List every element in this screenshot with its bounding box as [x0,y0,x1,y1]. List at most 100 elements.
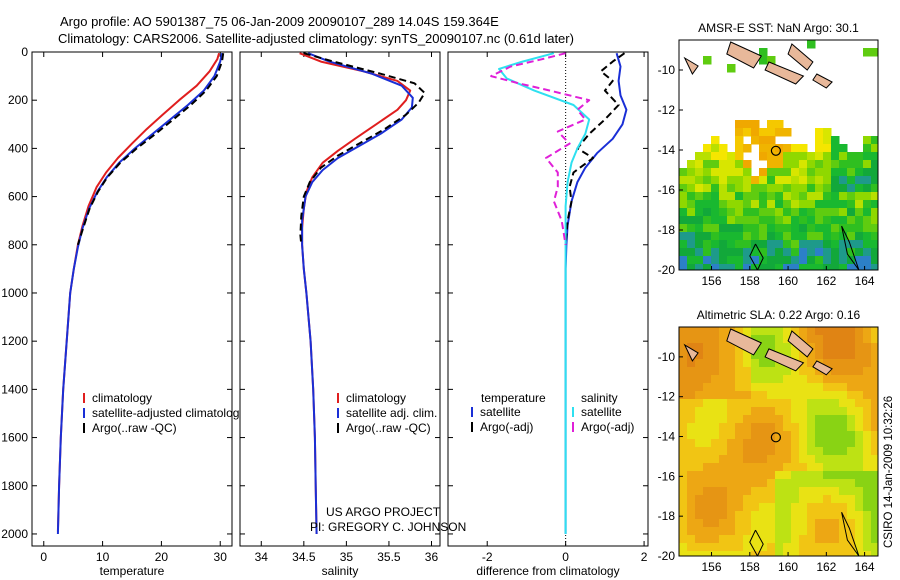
y-tick-label: -10 [658,63,676,77]
x-axis-label: difference from climatology [476,564,619,578]
x-tick-label: 35.5 [377,550,401,564]
legend-label: satellite adj. clim. [346,406,437,420]
x-tick-label: -2 [482,550,493,564]
x-tick-label: 35 [340,550,354,564]
x-tick-label: 0 [562,550,569,564]
series-line-salinity-satellite [498,52,591,534]
x-axis-label: salinity [322,564,359,578]
reef-contour [841,511,860,556]
amsr-e-sst-map: 156 158 160 162 164 -10 -12 -14 -16 -18 -20 AMSR-E … [658,21,879,288]
x-tick-label: 10 [96,550,110,564]
reef-contour [841,225,860,270]
island [812,360,833,376]
x-tick-label: 162 [816,274,836,288]
y-tick-label: 800 [8,238,28,252]
sst-field [679,40,878,270]
island [812,73,833,89]
figure-title-line2: Climatology: CARS2006. Satellite-adjuste… [58,31,574,46]
y-tick-label: -20 [658,549,676,563]
island [683,56,699,75]
legend-label: climatology [92,391,152,405]
x-tick-label: 160 [778,274,798,288]
plot-frame [31,51,233,547]
legend-label: climatology [346,391,406,405]
y-tick-label: -14 [658,143,676,157]
x-axis-label: temperature [100,564,165,578]
y-tick-label: 1800 [1,479,28,493]
series-line-temperature-argo-adj- [564,52,626,245]
figure-title-line1: Argo profile: AO 5901387_75 06-Jan-2009 … [60,14,499,29]
x-tick-label: 164 [855,274,875,288]
y-tick-label: -16 [658,183,676,197]
series-line-salinity-argo-adj- [490,52,591,245]
salinity-profile: 34 34.5 35 35.5 36 salinity climatologysatelli… [239,51,441,578]
legend-title: salinity [581,391,618,405]
island [726,41,763,69]
map-title: AMSR-E SST: NaN Argo: 30.1 [698,21,859,35]
x-tick-label: 160 [778,560,798,574]
x-tick-label: 164 [855,560,875,574]
y-tick-label: -12 [658,390,676,404]
reef-contour [749,529,764,556]
x-tick-label: 162 [816,560,836,574]
timestamp-label: CSIRO 14-Jan-2009 10:32:26 [883,395,895,548]
altimetric-sla-map: 156 158 160 162 164 -10 -12 -14 -16 -18 -20 Altimet… [658,308,879,574]
island [787,330,814,358]
series-line-argo-raw-qc- [299,52,426,245]
y-tick-label: 600 [8,190,28,204]
x-tick-label: 156 [702,560,722,574]
island [764,348,805,372]
plot-frame [447,51,649,547]
y-tick-label: -10 [658,350,676,364]
argo-float-marker [770,432,781,443]
legend-label: Argo(-adj) [581,420,634,434]
legend-label: Argo(..raw -QC) [346,421,431,435]
x-tick-label: 34.5 [292,550,316,564]
x-tick-label: 36 [425,550,439,564]
y-tick-label: -14 [658,430,676,444]
y-tick-label: -12 [658,103,676,117]
x-tick-label: 20 [155,550,169,564]
legend-label: satellite-adjusted climatology [92,406,245,420]
credit-line-2: PI: GREGORY C. JOHNSON [310,520,466,534]
difference-profile: -2 0 2 difference from climatology temperatu… [447,51,649,578]
island [683,343,699,362]
island [726,328,763,356]
y-tick-label: 400 [8,141,28,155]
island [787,43,814,71]
sla-field [679,327,878,556]
y-tick-label: -20 [658,263,676,277]
reef-contour [749,243,764,270]
series-line-satellite-adj-clim- [301,52,414,535]
x-tick-label: 34 [255,550,269,564]
legend-label: satellite [581,405,622,419]
map-title: Altimetric SLA: 0.22 Argo: 0.16 [697,308,861,322]
x-tick-label: 158 [740,274,760,288]
y-tick-label: 1400 [1,382,28,396]
plot-frame [239,51,441,547]
series-line-argo-raw-qc- [76,53,225,246]
x-tick-label: 2 [641,550,648,564]
map-frame [678,326,879,557]
legend-label: satellite [480,405,521,419]
argo-float-marker [770,145,781,156]
legend-label: Argo(..raw -QC) [92,421,177,435]
y-tick-label: -18 [658,223,676,237]
temperature-profile: 0 10 20 30 0 200 400 600 800 1000 1200 1400 1600 1800… [1,45,245,578]
map-frame [678,39,879,271]
legend-label: Argo(-adj) [480,420,533,434]
x-tick-label: 30 [214,550,228,564]
y-tick-label: 200 [8,93,28,107]
y-tick-label: 1600 [1,431,28,445]
y-tick-label: 1000 [1,286,28,300]
y-tick-label: 1200 [1,334,28,348]
y-tick-label: -18 [658,509,676,523]
credit-line-1: US ARGO PROJECT [326,505,441,519]
y-tick-label: 2000 [1,527,28,541]
y-tick-label: 0 [21,45,28,59]
x-tick-label: 156 [702,274,722,288]
x-tick-label: 0 [40,550,47,564]
island [764,61,805,85]
x-tick-label: 158 [740,560,760,574]
